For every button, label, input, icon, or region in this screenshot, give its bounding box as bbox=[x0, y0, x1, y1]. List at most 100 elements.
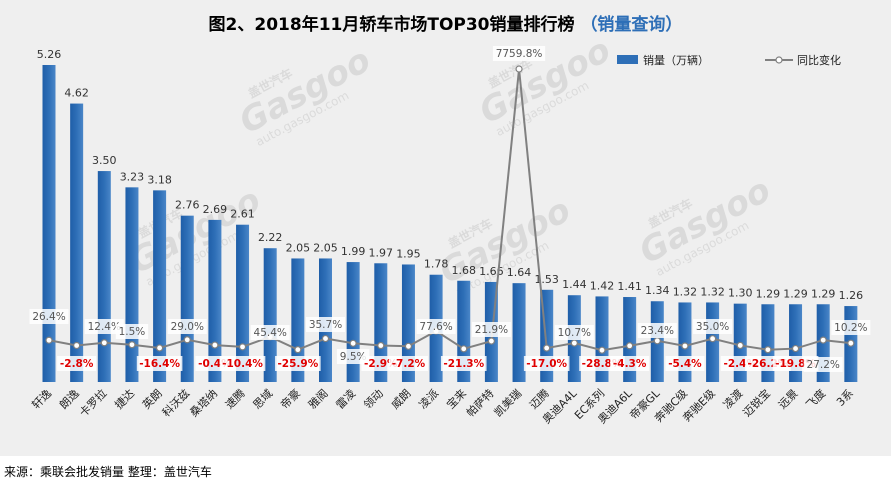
x-tick-label: 轩逸 bbox=[29, 386, 54, 411]
yoy-label-bg bbox=[523, 356, 570, 371]
yoy-point bbox=[708, 335, 717, 343]
yoy-point bbox=[211, 341, 219, 349]
yoy-point bbox=[847, 339, 855, 347]
bar-value-label: 1.32 bbox=[673, 285, 698, 298]
yoy-value-label: 21.9% bbox=[475, 324, 508, 336]
legend-line-label: 同比变化 bbox=[797, 53, 841, 67]
bar bbox=[346, 262, 360, 382]
bar-value-label: 2.22 bbox=[258, 231, 283, 244]
yoy-value-label: 12.4% bbox=[88, 321, 121, 333]
yoy-value-label: 10.7% bbox=[558, 327, 591, 339]
yoy-point bbox=[238, 343, 247, 351]
yoy-value-label: 29.0% bbox=[171, 321, 204, 333]
yoy-label-bg bbox=[250, 325, 290, 340]
yoy-point bbox=[515, 65, 523, 73]
yoy-point bbox=[128, 341, 136, 349]
bar-value-label: 1.78 bbox=[424, 258, 449, 271]
yoy-label-bg bbox=[610, 356, 650, 371]
bar-value-label: 5.26 bbox=[37, 48, 62, 61]
yoy-point bbox=[183, 336, 191, 344]
legend-bar-label: 销量（万辆） bbox=[643, 53, 709, 67]
bar-value-label: 4.62 bbox=[64, 87, 89, 100]
yoy-point bbox=[653, 337, 661, 345]
bar bbox=[263, 248, 277, 382]
yoy-label-bg bbox=[637, 323, 677, 338]
x-tick-label: 凯美瑞 bbox=[491, 386, 524, 419]
legend-line-marker bbox=[775, 56, 783, 64]
x-tick-label: 速腾 bbox=[222, 386, 247, 411]
yoy-point bbox=[349, 339, 357, 347]
bar bbox=[208, 219, 222, 382]
yoy-label-bg bbox=[136, 356, 183, 371]
bar-value-label: 1.26 bbox=[839, 289, 864, 302]
yoy-point bbox=[321, 334, 330, 343]
bar-value-label: 1.53 bbox=[534, 273, 559, 286]
yoy-line bbox=[48, 68, 851, 352]
bar-value-label: 3.50 bbox=[92, 154, 117, 167]
yoy-value-label: 7759.8% bbox=[496, 48, 543, 60]
bar bbox=[97, 171, 111, 382]
chart-area: 图2、2018年11月轿车市场TOP30销量排行榜 （销量查询） 盖世汽车 Gas… bbox=[0, 0, 891, 456]
bar bbox=[125, 187, 139, 382]
legend-bar-swatch bbox=[617, 55, 638, 64]
bar-value-label: 2.76 bbox=[175, 199, 200, 212]
yoy-label-bg bbox=[440, 356, 487, 371]
x-tick-label: 科沃兹 bbox=[159, 386, 192, 419]
bar-value-label: 1.42 bbox=[590, 279, 615, 292]
line-label-layer: 26.4%-2.8%12.4%1.5%-16.4%29.0%-0.4%-10.4… bbox=[29, 46, 871, 372]
yoy-value-label: 45.4% bbox=[254, 327, 287, 339]
x-tick-label: 捷达 bbox=[112, 386, 137, 411]
yoy-point bbox=[764, 346, 772, 354]
x-tick-label: 卡罗拉 bbox=[76, 386, 109, 419]
bar-value-label: 2.05 bbox=[313, 241, 338, 254]
yoy-point bbox=[736, 341, 744, 350]
yoy-value-label: -2.8% bbox=[60, 358, 94, 370]
bar bbox=[42, 65, 56, 382]
yoy-label-bg bbox=[336, 349, 370, 364]
yoy-label-bg bbox=[665, 356, 705, 371]
yoy-value-label: -21.3% bbox=[443, 358, 484, 370]
x-tick-label: 凌派 bbox=[416, 386, 441, 411]
yoy-label-bg bbox=[57, 356, 97, 371]
bar-value-label: 3.18 bbox=[147, 173, 172, 186]
bar-value-label: 1.99 bbox=[341, 245, 366, 258]
bar bbox=[153, 190, 167, 382]
x-tick-label: 雷凌 bbox=[333, 386, 358, 411]
yoy-point bbox=[377, 341, 385, 350]
bar-label-layer: 5.264.623.503.23 3.182.76 2.69 2.612.222.05… bbox=[37, 48, 863, 302]
yoy-label-bg bbox=[492, 46, 546, 61]
yoy-point bbox=[100, 339, 108, 347]
yoy-point bbox=[156, 344, 164, 352]
x-tick-label: 飞度 bbox=[803, 386, 828, 411]
bar-value-label: 3.23 bbox=[120, 170, 145, 183]
chart-title: 图2、2018年11月轿车市场TOP30销量排行榜 （销量查询） bbox=[0, 10, 891, 35]
yoy-label-bg bbox=[219, 356, 266, 371]
yoy-label-bg bbox=[554, 325, 594, 340]
x-tick-label: 远景 bbox=[776, 387, 801, 412]
bar bbox=[70, 103, 84, 382]
bar-value-label: 1.66 bbox=[479, 265, 504, 278]
x-tick-label: 3系 bbox=[834, 387, 856, 409]
bar-value-label: 1.34 bbox=[645, 284, 670, 297]
yoy-value-label: 9.5% bbox=[340, 351, 367, 363]
yoy-value-label: -25.9% bbox=[277, 358, 318, 370]
yoy-label-bg bbox=[803, 357, 843, 372]
bar-value-label: 2.61 bbox=[230, 208, 255, 221]
x-tick-label: 迈锐宝 bbox=[740, 386, 773, 419]
bar bbox=[401, 264, 415, 382]
bar-value-label: 1.64 bbox=[507, 266, 532, 279]
bar-value-label: 1.30 bbox=[728, 287, 753, 300]
yoy-value-label: 10.2% bbox=[834, 322, 867, 334]
yoy-value-label: 35.7% bbox=[309, 319, 342, 331]
yoy-value-label: -16.4% bbox=[139, 358, 180, 370]
bar bbox=[512, 283, 526, 382]
yoy-value-label: 77.6% bbox=[419, 321, 452, 333]
yoy-point bbox=[819, 336, 827, 344]
yoy-label-bg bbox=[693, 319, 733, 334]
bar bbox=[236, 224, 250, 382]
yoy-label-bg bbox=[275, 356, 321, 371]
